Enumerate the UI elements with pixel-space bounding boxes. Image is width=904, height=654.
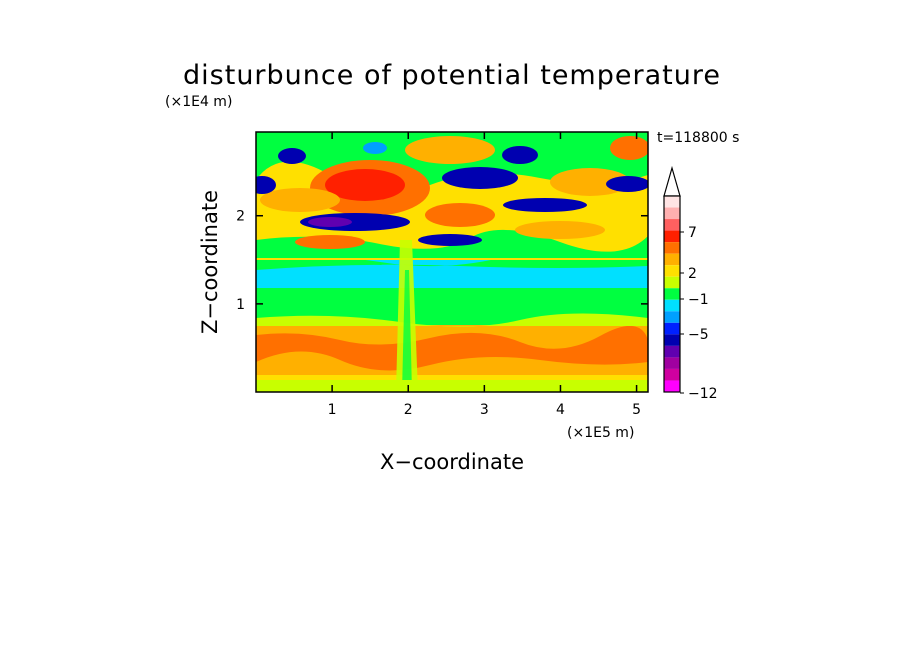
colorbar-swatch-3	[664, 230, 680, 243]
blob-purple-1	[308, 217, 352, 227]
band-bottom-lime	[256, 380, 648, 392]
colorbar-swatch-11	[664, 322, 680, 335]
blob-blue-7	[606, 176, 648, 192]
x-axis-label: X−coordinate	[380, 450, 524, 474]
colorbar-swatch-8	[664, 288, 680, 300]
chart-title: disturbunce of potential temperature	[183, 60, 721, 91]
y-tick-label-1: 2	[236, 209, 245, 225]
colorbar-swatch-10	[664, 311, 680, 323]
blob-blue-9	[363, 142, 387, 154]
colorbar-frame	[663, 195, 681, 393]
blob-red-1	[325, 169, 405, 201]
blob-orange-7	[405, 136, 495, 164]
colorbar-swatch-14	[664, 357, 680, 369]
colorbar-swatch-13	[664, 345, 680, 358]
blob-orange-8	[295, 235, 365, 249]
blob-blue-2	[278, 148, 306, 164]
x-tick-label-3: 4	[556, 402, 565, 418]
colorbar-swatch-15	[664, 368, 680, 381]
colorbar: 7 2 −1 −5 −12	[663, 165, 718, 402]
colorbar-label-1: 2	[688, 266, 697, 282]
colorbar-swatch-7	[664, 276, 680, 289]
colorbar-arrow	[663, 165, 681, 197]
colorbar-label-4: −12	[688, 386, 718, 402]
colorbar-swatch-0	[664, 196, 680, 208]
blob-blue-5	[502, 146, 538, 164]
x-tick-label-1: 2	[404, 402, 413, 418]
colorbar-swatch-4	[664, 242, 680, 254]
x-tick-label-2: 3	[480, 402, 489, 418]
y-tick-label-0: 1	[236, 297, 245, 313]
y-unit-label: (×1E4 m)	[165, 94, 232, 110]
blob-blue-3	[256, 176, 276, 194]
band-dark-orange-low	[256, 325, 648, 371]
colorbar-label-0: 7	[688, 225, 697, 241]
time-label: t=118800 s	[657, 130, 739, 146]
colorbar-swatch-2	[664, 219, 680, 231]
blob-orange-2	[260, 188, 340, 212]
blob-orange-5	[550, 168, 630, 196]
colorbar-swatch-1	[664, 207, 680, 220]
plot-frame	[255, 131, 649, 393]
colorbar-swatch-16	[664, 380, 680, 392]
colorbar-swatch-9	[664, 299, 680, 312]
heatmap-plot-area	[256, 132, 648, 392]
blob-orange-6	[610, 136, 648, 160]
band-lime	[256, 313, 648, 327]
upper-green	[256, 229, 648, 258]
x-axis-ticks: 1 2 3 4 5	[328, 132, 641, 418]
blob-orange-3	[425, 203, 495, 227]
y-axis-label: Z−coordinate	[198, 190, 222, 334]
plume-core	[402, 270, 412, 392]
colorbar-label-3: −5	[688, 327, 709, 343]
y-axis-ticks: 12	[236, 209, 648, 313]
x-tick-label-4: 5	[632, 402, 641, 418]
colorbar-swatch-12	[664, 334, 680, 346]
colorbar-swatch-5	[664, 253, 680, 266]
blob-blue-8	[418, 234, 482, 246]
x-unit-label: (×1E5 m)	[567, 425, 634, 441]
blob-orange-4	[515, 221, 605, 239]
colorbar-swatch-6	[664, 265, 680, 277]
blob-blue-6	[503, 198, 587, 212]
x-tick-label-0: 1	[328, 402, 337, 418]
blob-blue-4	[442, 167, 518, 189]
colorbar-label-2: −1	[688, 292, 709, 308]
